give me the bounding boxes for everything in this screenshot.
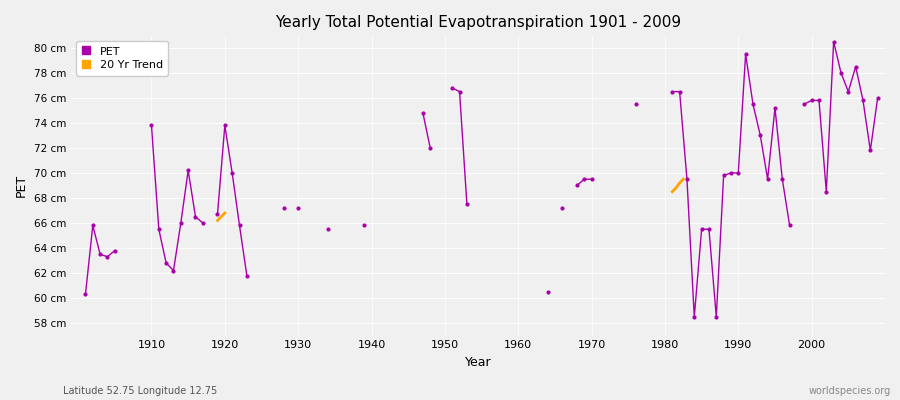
Point bbox=[863, 147, 878, 154]
Point bbox=[628, 101, 643, 107]
Point bbox=[460, 201, 474, 208]
Point bbox=[797, 101, 812, 107]
Point bbox=[738, 51, 752, 57]
Point bbox=[768, 105, 782, 111]
Point bbox=[805, 97, 819, 104]
Point bbox=[416, 110, 430, 116]
Point bbox=[239, 272, 254, 279]
Point bbox=[151, 226, 166, 232]
Text: worldspecies.org: worldspecies.org bbox=[809, 386, 891, 396]
Point bbox=[570, 182, 584, 189]
Point bbox=[680, 176, 694, 182]
Point bbox=[782, 222, 796, 229]
Point bbox=[746, 101, 760, 107]
Point bbox=[195, 220, 210, 226]
X-axis label: Year: Year bbox=[464, 356, 491, 369]
Point bbox=[775, 176, 789, 182]
Point bbox=[819, 188, 833, 195]
Point bbox=[291, 205, 305, 211]
Point bbox=[423, 145, 437, 151]
Point bbox=[812, 97, 826, 104]
Point bbox=[211, 211, 225, 218]
Point bbox=[672, 88, 687, 95]
Point bbox=[144, 122, 158, 129]
Point bbox=[716, 172, 731, 179]
Point bbox=[218, 122, 232, 129]
Point bbox=[826, 38, 841, 45]
Point bbox=[695, 226, 709, 232]
Point bbox=[584, 176, 598, 182]
Point bbox=[665, 88, 680, 95]
Point bbox=[181, 167, 195, 174]
Point bbox=[453, 88, 467, 95]
Point bbox=[702, 226, 716, 232]
Point bbox=[833, 70, 848, 76]
Point bbox=[276, 205, 291, 211]
Point bbox=[225, 170, 239, 176]
Point bbox=[842, 88, 856, 95]
Point bbox=[724, 170, 738, 176]
Point bbox=[93, 251, 107, 258]
Point bbox=[232, 222, 247, 229]
Y-axis label: PET: PET bbox=[15, 174, 28, 197]
Point bbox=[159, 260, 174, 266]
Point bbox=[577, 176, 591, 182]
Point bbox=[709, 314, 724, 320]
Point bbox=[540, 288, 554, 295]
Point bbox=[445, 85, 459, 91]
Point bbox=[78, 291, 93, 298]
Point bbox=[86, 222, 100, 229]
Point bbox=[687, 314, 701, 320]
Point bbox=[166, 267, 181, 274]
Point bbox=[100, 254, 114, 260]
Point bbox=[856, 97, 870, 104]
Title: Yearly Total Potential Evapotranspiration 1901 - 2009: Yearly Total Potential Evapotranspiratio… bbox=[274, 15, 681, 30]
Point bbox=[731, 170, 745, 176]
Point bbox=[753, 132, 768, 139]
Point bbox=[174, 220, 188, 226]
Point bbox=[188, 214, 202, 220]
Point bbox=[760, 176, 775, 182]
Point bbox=[555, 205, 570, 211]
Point bbox=[108, 247, 122, 254]
Point bbox=[870, 95, 885, 101]
Legend: PET, 20 Yr Trend: PET, 20 Yr Trend bbox=[76, 41, 168, 76]
Point bbox=[320, 226, 335, 232]
Point bbox=[357, 222, 372, 229]
Point bbox=[849, 64, 863, 70]
Text: Latitude 52.75 Longitude 12.75: Latitude 52.75 Longitude 12.75 bbox=[63, 386, 217, 396]
